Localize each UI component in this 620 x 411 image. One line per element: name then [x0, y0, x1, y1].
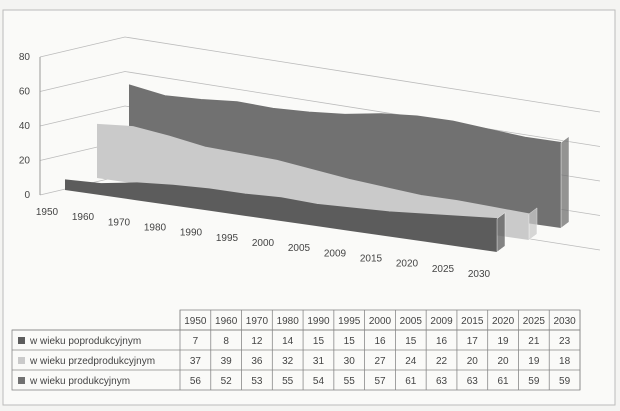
table-cell: 18 — [559, 356, 571, 367]
table-cell: 17 — [467, 336, 479, 347]
table-cell: 59 — [528, 376, 540, 387]
table-cell: 14 — [282, 336, 294, 347]
series-line — [64, 179, 498, 220]
table-cell: 30 — [344, 356, 356, 367]
table-cell: 23 — [559, 336, 571, 347]
table-cell: 15 — [344, 336, 356, 347]
table-cell: 59 — [559, 376, 571, 387]
area-side — [496, 212, 506, 253]
x-tick-label: 2020 — [396, 259, 419, 270]
x-tick-label: 2025 — [432, 264, 455, 275]
table-cell: 16 — [436, 336, 448, 347]
area-side — [560, 135, 570, 229]
x-tick-label: 1995 — [216, 233, 239, 244]
x-tick-label: 2005 — [288, 243, 311, 254]
table-header: 1995 — [338, 316, 361, 327]
table-cell: 32 — [282, 356, 294, 367]
area-side — [528, 207, 538, 241]
x-tick-label: 1980 — [144, 223, 167, 234]
table-cell: 8 — [223, 336, 229, 347]
grid-line — [39, 36, 601, 113]
area-fill — [65, 179, 497, 252]
table-cell: 57 — [374, 376, 386, 387]
table-cell: 56 — [190, 376, 202, 387]
legend-swatch — [18, 337, 25, 344]
legend-label: w wieku produkcyjnym — [29, 376, 130, 387]
table-cell: 55 — [282, 376, 294, 387]
y-tick-label: 0 — [24, 190, 30, 201]
table-cell: 55 — [344, 376, 356, 387]
y-tick-label: 80 — [19, 52, 31, 63]
x-tick-label: 1950 — [36, 207, 59, 218]
x-tick-label: 1970 — [108, 217, 131, 228]
table-cell: 22 — [436, 356, 448, 367]
table-cell: 19 — [498, 336, 510, 347]
area-fill — [97, 124, 529, 240]
x-tick-label: 2015 — [360, 254, 383, 265]
table-cell: 53 — [251, 376, 263, 387]
table-cell: 15 — [405, 336, 417, 347]
x-tick-label: 1990 — [180, 228, 203, 239]
table-cell: 37 — [190, 356, 202, 367]
table-header: 2005 — [400, 316, 423, 327]
table-cell: 36 — [251, 356, 263, 367]
table-cell: 27 — [374, 356, 386, 367]
y-tick-label: 40 — [19, 121, 31, 132]
table-header: 2030 — [553, 316, 576, 327]
table-header: 1970 — [246, 316, 269, 327]
table-cell: 61 — [498, 376, 510, 387]
series-line — [96, 123, 530, 215]
series-line — [128, 84, 562, 143]
legend-label: w wieku przedprodukcyjnym — [29, 356, 155, 367]
table-cell: 52 — [221, 376, 233, 387]
table-cell: 54 — [313, 376, 325, 387]
table-cell: 31 — [313, 356, 325, 367]
table-header: 1990 — [307, 316, 330, 327]
table-cell: 63 — [436, 376, 448, 387]
table-header: 2015 — [461, 316, 484, 327]
table-header: 2020 — [492, 316, 515, 327]
table-header: 1980 — [277, 316, 300, 327]
table-cell: 16 — [374, 336, 386, 347]
x-tick-label: 2030 — [468, 269, 491, 280]
table-cell: 39 — [221, 356, 233, 367]
y-tick-label: 20 — [19, 156, 31, 167]
table-cell: 20 — [467, 356, 479, 367]
area-fill — [129, 84, 561, 228]
legend-swatch — [18, 377, 25, 384]
table-cell: 24 — [405, 356, 417, 367]
table-cell: 21 — [528, 336, 540, 347]
table-cell: 20 — [498, 356, 510, 367]
table-cell: 15 — [313, 336, 325, 347]
legend-label: w wieku poprodukcyjnym — [29, 336, 141, 347]
table-cell: 63 — [467, 376, 479, 387]
table-header: 1960 — [215, 316, 238, 327]
x-tick-label: 1960 — [72, 212, 95, 223]
table-cell: 7 — [193, 336, 199, 347]
x-tick-label: 2000 — [252, 238, 275, 249]
table-header: 2000 — [369, 316, 392, 327]
y-tick-label: 60 — [19, 87, 31, 98]
table-header: 1950 — [184, 316, 207, 327]
table-cell: 19 — [528, 356, 540, 367]
legend-swatch — [18, 357, 25, 364]
table-cell: 61 — [405, 376, 417, 387]
table-cell: 12 — [251, 336, 263, 347]
table-header: 2009 — [430, 316, 453, 327]
table-header: 2025 — [523, 316, 546, 327]
x-tick-label: 2009 — [324, 248, 347, 259]
